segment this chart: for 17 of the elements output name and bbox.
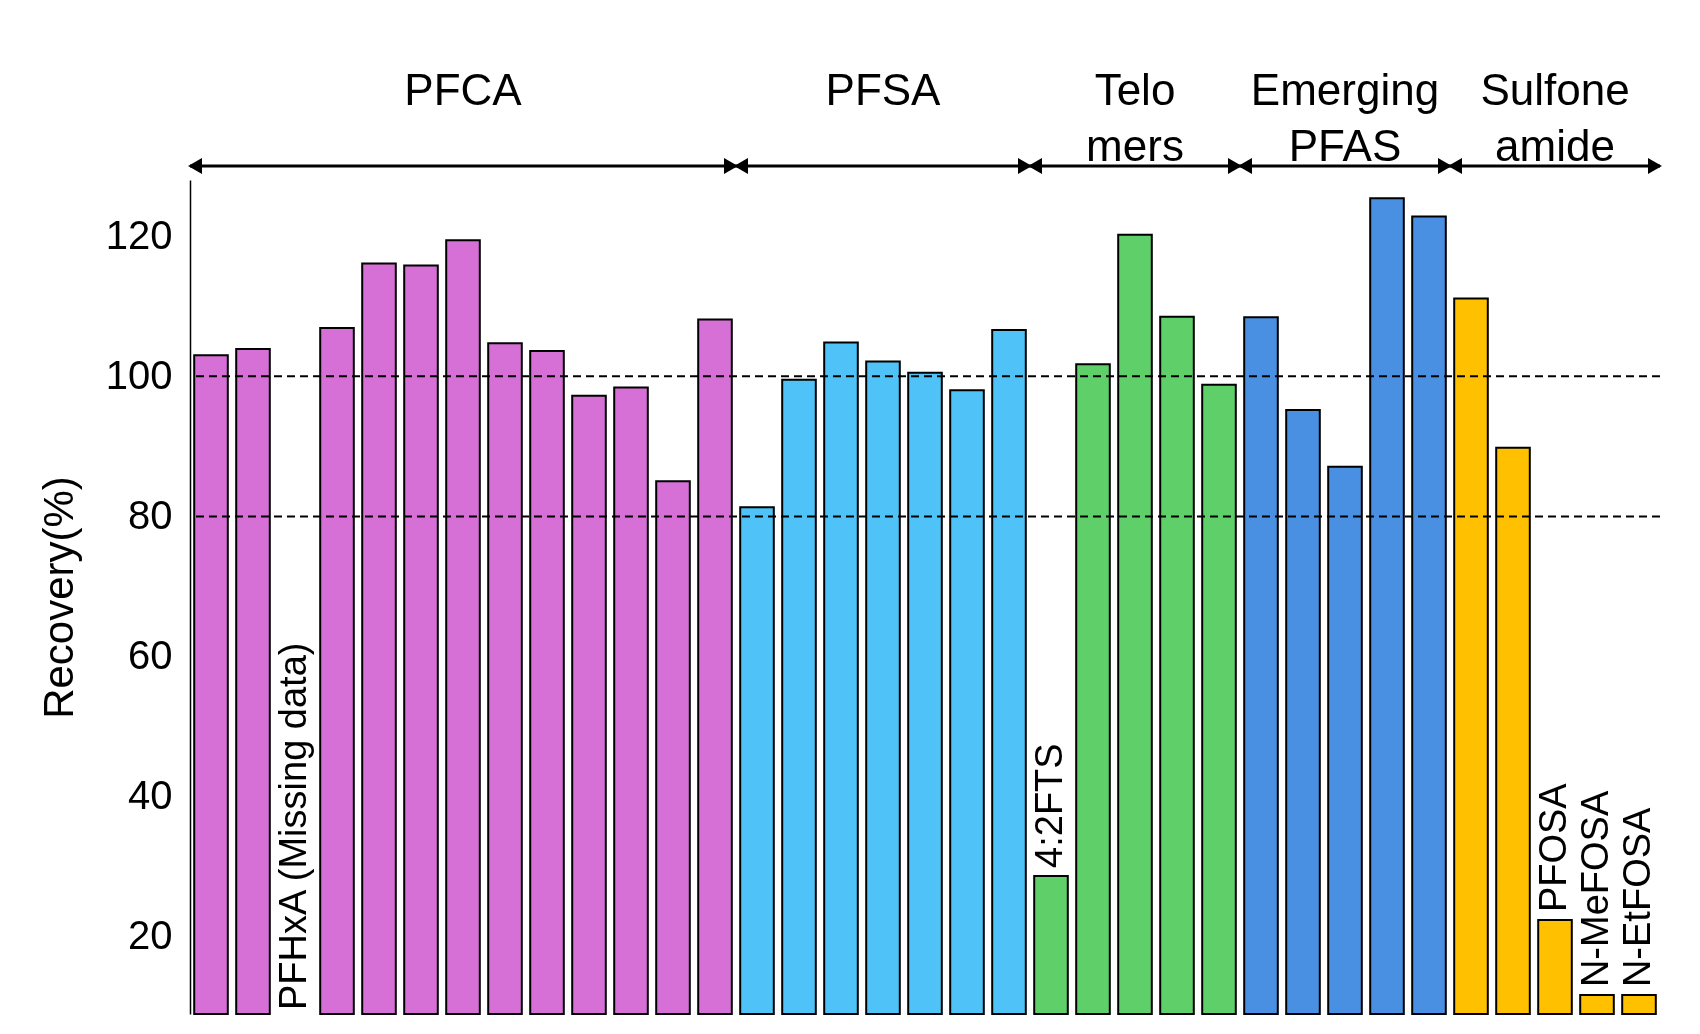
- y-tick-label: 80: [128, 492, 173, 537]
- x-tick-label: N-EtFOSA: [1616, 806, 1658, 988]
- y-tick-label: 20: [128, 913, 173, 958]
- text: PFSA: [825, 65, 942, 114]
- text: Telo mers: [1086, 65, 1184, 170]
- y-tick-label: 60: [128, 633, 173, 678]
- x-tick-label: PFHxA (Missing data): [272, 642, 314, 1010]
- text: Emerging PFAS: [1250, 65, 1440, 170]
- y-tick-label: 100: [105, 352, 173, 397]
- x-tick-label: 4:2FTS: [1028, 743, 1070, 868]
- text: PFCA: [404, 65, 523, 114]
- x-tick-label: PFOSA: [1532, 782, 1574, 913]
- x-tick-label: N-MeFOSA: [1574, 790, 1616, 988]
- y-axis-title: Recovery(%): [34, 476, 82, 719]
- text: Sulfone amide: [1480, 65, 1630, 170]
- y-tick-label: 120: [105, 212, 173, 257]
- y-tick-label: 40: [128, 773, 173, 818]
